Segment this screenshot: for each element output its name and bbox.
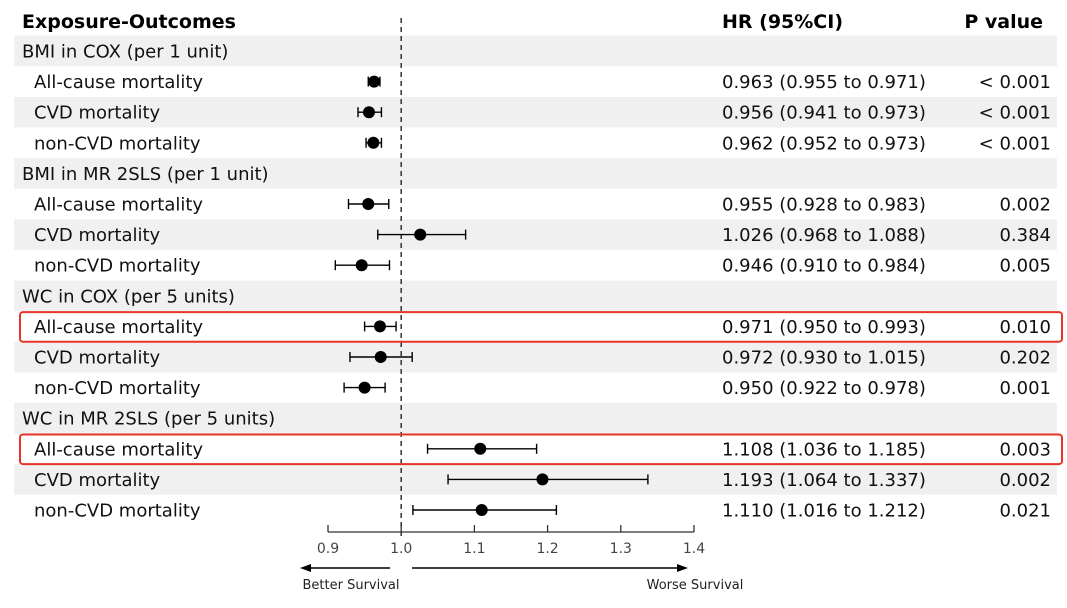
better-survival-label: Better Survival bbox=[303, 578, 400, 593]
outcome-label: non-CVD mortality bbox=[34, 378, 201, 399]
x-axis: 0.9 1.0 1.1 1.2 1.3 1.4 bbox=[317, 525, 705, 557]
direction-indicator: Better Survival Worse Survival bbox=[300, 564, 743, 593]
highlight-boxes bbox=[19, 311, 1063, 466]
group-label: BMI in COX (per 1 unit) bbox=[22, 42, 228, 63]
hr-point bbox=[536, 473, 549, 486]
hr-ci-value: 0.962 (0.952 to 0.973) bbox=[722, 133, 926, 154]
p-value: < 0.001 bbox=[979, 133, 1051, 154]
outcome-label: non-CVD mortality bbox=[34, 501, 201, 522]
row-stripe bbox=[14, 341, 1057, 373]
hr-ci-value: 1.110 (1.016 to 1.212) bbox=[722, 501, 926, 522]
x-tick-label: 1.1 bbox=[463, 541, 485, 557]
worse-survival-label: Worse Survival bbox=[647, 578, 744, 593]
p-value: 0.384 bbox=[999, 225, 1051, 246]
hr-point bbox=[362, 106, 375, 119]
p-value: < 0.001 bbox=[979, 72, 1051, 93]
x-tick-label: 1.0 bbox=[390, 541, 412, 557]
hr-point bbox=[368, 75, 381, 88]
p-value: 0.001 bbox=[999, 378, 1051, 399]
outcome-label: non-CVD mortality bbox=[34, 256, 201, 277]
hr-point bbox=[474, 442, 487, 455]
hr-point bbox=[373, 320, 386, 333]
row-stripe bbox=[14, 35, 1057, 67]
hr-ci-value: 0.972 (0.930 to 1.015) bbox=[722, 348, 926, 369]
p-value: 0.002 bbox=[999, 470, 1051, 491]
hr-ci-value: 1.193 (1.064 to 1.337) bbox=[722, 470, 926, 491]
outcome-label: non-CVD mortality bbox=[34, 133, 201, 154]
hr-ci-value: 0.950 (0.922 to 0.978) bbox=[722, 378, 926, 399]
group-label: WC in MR 2SLS (per 5 units) bbox=[22, 409, 275, 430]
outcome-label: All-cause mortality bbox=[34, 195, 203, 216]
hr-point bbox=[374, 351, 387, 363]
hr-ci-value: 0.955 (0.928 to 0.983) bbox=[722, 195, 926, 216]
hr-ci-value: 1.026 (0.968 to 1.088) bbox=[722, 225, 926, 246]
hr-ci-value: 0.971 (0.950 to 0.993) bbox=[722, 317, 926, 338]
highlight-box bbox=[19, 311, 1063, 343]
row-stripe bbox=[14, 96, 1057, 128]
outcome-label: CVD mortality bbox=[34, 348, 161, 369]
row-stripe bbox=[14, 158, 1057, 189]
group-label: WC in COX (per 5 units) bbox=[22, 286, 235, 307]
group-label: BMI in MR 2SLS (per 1 unit) bbox=[22, 164, 269, 185]
row-stripes bbox=[14, 35, 1057, 495]
hr-point bbox=[367, 136, 380, 149]
arrow-right-icon bbox=[677, 564, 688, 572]
header-hr-95ci: HR (95%CI) bbox=[722, 11, 843, 33]
p-value: 0.003 bbox=[999, 439, 1051, 460]
p-value: 0.002 bbox=[999, 195, 1051, 216]
highlight-box bbox=[19, 433, 1063, 466]
hr-point bbox=[358, 381, 371, 394]
x-tick-label: 0.9 bbox=[317, 541, 339, 557]
hr-ci-value: 0.956 (0.941 to 0.973) bbox=[722, 103, 926, 124]
x-tick-label: 1.2 bbox=[536, 541, 558, 557]
p-value: 0.202 bbox=[999, 348, 1051, 369]
hr-point bbox=[414, 228, 427, 241]
outcome-label: All-cause mortality bbox=[34, 439, 203, 460]
hr-ci-value: 0.963 (0.955 to 0.971) bbox=[722, 72, 926, 93]
hr-point bbox=[475, 504, 488, 516]
p-value: 0.010 bbox=[999, 317, 1051, 338]
p-value: 0.021 bbox=[999, 501, 1051, 522]
hr-point bbox=[362, 198, 375, 210]
outcome-label: All-cause mortality bbox=[34, 72, 203, 93]
p-value: < 0.001 bbox=[979, 103, 1051, 124]
hr-ci-value: 1.108 (1.036 to 1.185) bbox=[722, 439, 926, 460]
p-value: 0.005 bbox=[999, 256, 1051, 277]
header-exposure-outcomes: Exposure-Outcomes bbox=[22, 11, 236, 33]
row-stripe bbox=[14, 280, 1057, 312]
x-tick-label: 1.3 bbox=[610, 541, 632, 557]
outcome-label: CVD mortality bbox=[34, 103, 161, 124]
hr-point bbox=[355, 259, 368, 272]
outcome-label: CVD mortality bbox=[34, 470, 161, 491]
outcome-label: CVD mortality bbox=[34, 225, 161, 246]
hr-ci-value: 0.946 (0.910 to 0.984) bbox=[722, 256, 926, 277]
outcome-label: All-cause mortality bbox=[34, 317, 203, 338]
x-tick-label: 1.4 bbox=[683, 541, 705, 557]
row-stripe bbox=[14, 402, 1057, 434]
header-p-value: P value bbox=[964, 11, 1043, 33]
row-stripe bbox=[14, 219, 1057, 250]
table-rows: BMI in COX (per 1 unit) All-cause mortali… bbox=[22, 42, 1051, 522]
arrow-left-icon bbox=[300, 564, 311, 572]
